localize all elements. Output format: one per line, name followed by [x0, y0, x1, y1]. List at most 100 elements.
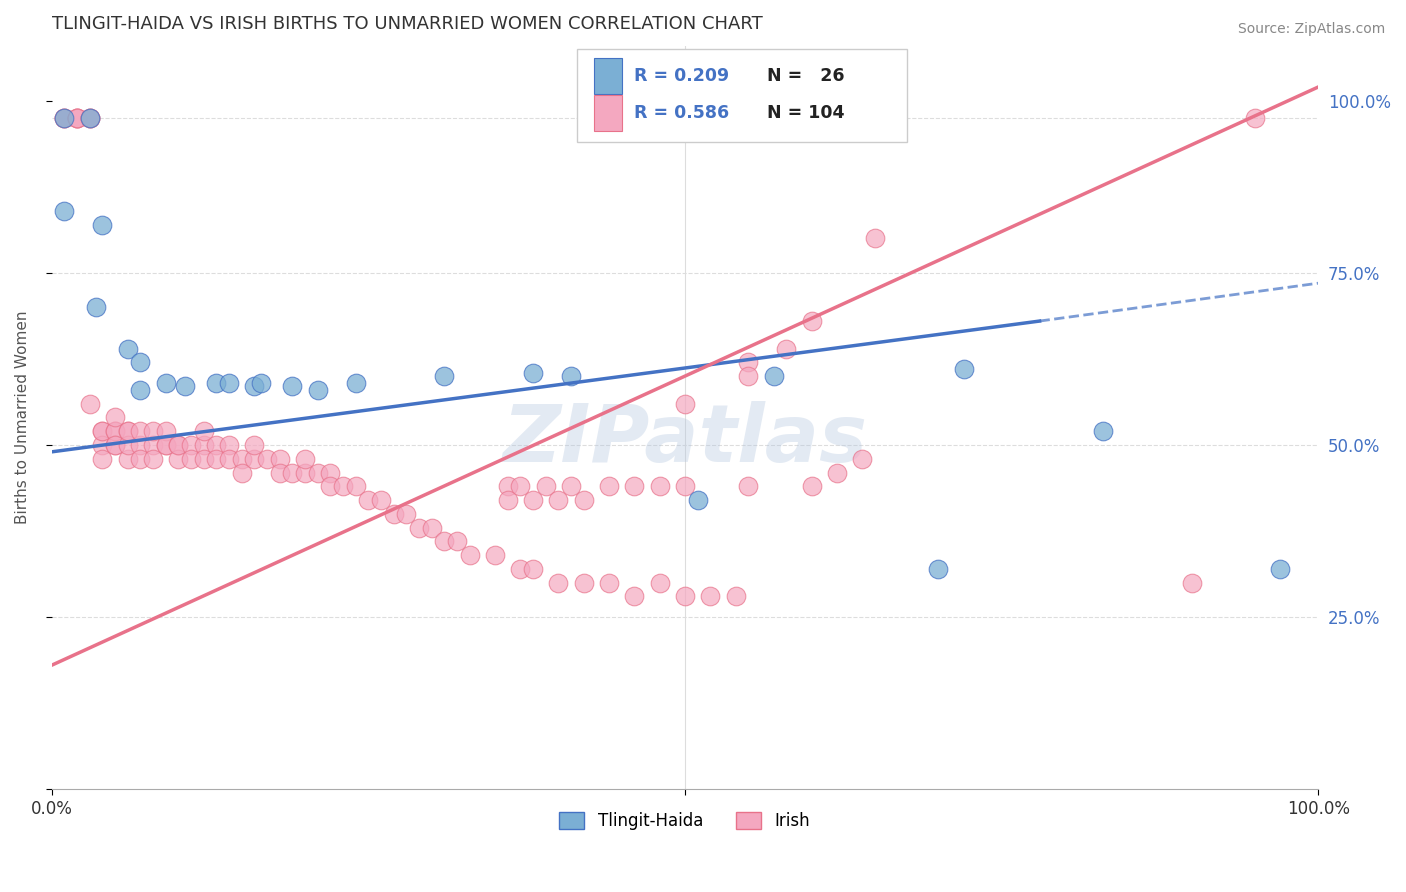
Point — [104, 424, 127, 438]
Point — [205, 451, 228, 466]
Point — [155, 438, 177, 452]
Point — [173, 379, 195, 393]
Point — [79, 111, 101, 125]
Point — [91, 451, 114, 466]
Point — [1181, 575, 1204, 590]
Point — [598, 575, 620, 590]
Point — [155, 424, 177, 438]
Point — [572, 493, 595, 508]
Point — [307, 383, 329, 397]
Point — [129, 451, 152, 466]
Point — [433, 369, 456, 384]
Point — [104, 424, 127, 438]
Point — [382, 507, 405, 521]
Point — [79, 111, 101, 125]
Point — [129, 383, 152, 397]
Point — [332, 479, 354, 493]
Point — [1270, 562, 1292, 576]
Point — [193, 424, 215, 438]
Point — [395, 507, 418, 521]
Point — [509, 562, 531, 576]
Point — [66, 111, 89, 125]
Text: N =   26: N = 26 — [768, 67, 845, 85]
Point — [294, 466, 316, 480]
Point — [193, 438, 215, 452]
Point — [623, 479, 645, 493]
Point — [357, 493, 380, 508]
Text: TLINGIT-HAIDA VS IRISH BIRTHS TO UNMARRIED WOMEN CORRELATION CHART: TLINGIT-HAIDA VS IRISH BIRTHS TO UNMARRI… — [52, 15, 762, 33]
Point — [231, 466, 253, 480]
Point — [167, 451, 190, 466]
Text: ZIPatlas: ZIPatlas — [502, 401, 868, 479]
Point — [104, 438, 127, 452]
Point — [927, 562, 949, 576]
Point — [294, 451, 316, 466]
Point — [344, 376, 367, 390]
Text: Source: ZipAtlas.com: Source: ZipAtlas.com — [1237, 22, 1385, 37]
Point — [673, 479, 696, 493]
Point — [117, 424, 139, 438]
Point — [496, 479, 519, 493]
Point — [420, 520, 443, 534]
Point — [737, 479, 759, 493]
Point — [167, 438, 190, 452]
Point — [231, 451, 253, 466]
Point — [79, 111, 101, 125]
Point — [319, 466, 342, 480]
Point — [319, 479, 342, 493]
Point — [851, 451, 873, 466]
Point — [79, 397, 101, 411]
Point — [117, 342, 139, 356]
Point — [256, 451, 278, 466]
Point — [1244, 111, 1267, 125]
Point — [863, 231, 886, 245]
Point — [155, 376, 177, 390]
Text: R = 0.586: R = 0.586 — [634, 104, 730, 122]
Point — [344, 479, 367, 493]
Point — [79, 111, 101, 125]
Point — [572, 575, 595, 590]
Point — [129, 438, 152, 452]
Point — [522, 366, 544, 380]
Point — [560, 479, 582, 493]
Point — [281, 379, 304, 393]
Point — [737, 369, 759, 384]
Point — [243, 379, 266, 393]
Point — [269, 451, 291, 466]
Point — [53, 203, 76, 218]
Point — [269, 466, 291, 480]
Point — [598, 479, 620, 493]
Point — [91, 438, 114, 452]
Point — [142, 438, 165, 452]
Point — [686, 493, 709, 508]
Point — [66, 111, 89, 125]
Point — [104, 410, 127, 425]
FancyBboxPatch shape — [578, 49, 907, 143]
Point — [53, 111, 76, 125]
Point — [66, 111, 89, 125]
Point — [129, 424, 152, 438]
Point — [825, 466, 848, 480]
Point — [117, 451, 139, 466]
Point — [243, 451, 266, 466]
Point — [142, 451, 165, 466]
Point — [1091, 424, 1114, 438]
Point — [699, 590, 721, 604]
Point — [724, 590, 747, 604]
Point — [91, 424, 114, 438]
Point — [84, 300, 107, 314]
Point — [408, 520, 430, 534]
Point — [218, 438, 240, 452]
Point — [155, 438, 177, 452]
Point — [952, 362, 974, 376]
Point — [433, 534, 456, 549]
Point — [117, 424, 139, 438]
Text: R = 0.209: R = 0.209 — [634, 67, 730, 85]
Point — [560, 369, 582, 384]
Point — [458, 548, 481, 562]
Point — [53, 111, 76, 125]
Point — [243, 438, 266, 452]
Point — [800, 479, 823, 493]
Point — [205, 376, 228, 390]
Point — [648, 575, 671, 590]
